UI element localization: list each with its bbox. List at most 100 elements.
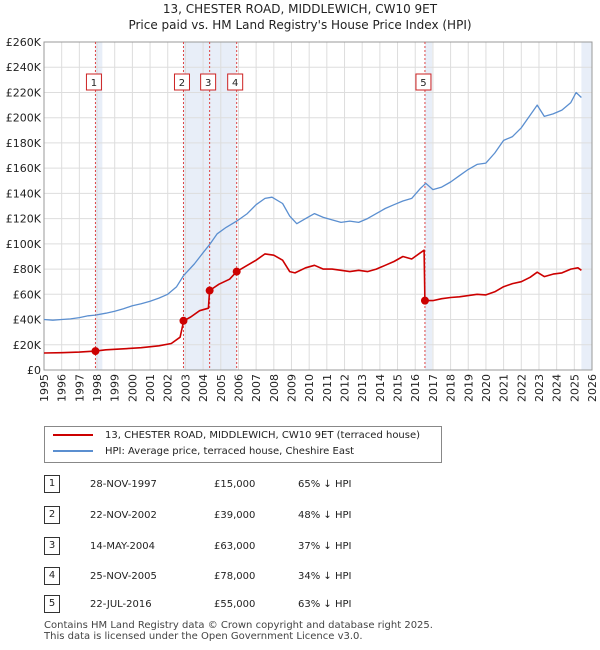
transaction-marker-box [200,73,217,91]
y-tick-label: £180K [6,137,42,150]
x-tick-label: 1995 [38,374,51,402]
x-tick-label: 2021 [498,374,511,402]
y-tick-label: £120K [6,213,42,226]
transaction-hpi: 63% ↓ HPI [298,599,352,610]
sale-point [91,347,100,356]
shaded-range [424,42,433,370]
plot-frame [43,41,593,371]
transaction-marker-label: 1 [91,78,97,89]
x-tick-label: 2025 [568,374,581,402]
x-tick-label: 2024 [551,374,564,402]
transaction-marker-box [227,73,244,91]
transaction-date: 22-NOV-2002 [90,510,157,521]
y-tick-label: £80K [13,263,42,276]
shaded-range [581,42,592,370]
legend: 13, CHESTER ROAD, MIDDLEWICH, CW10 9ET (… [44,426,442,463]
transaction-date: 28-NOV-1997 [90,479,157,490]
transaction-marker-box [415,73,432,91]
transaction-hpi: 37% ↓ HPI [298,541,352,552]
transaction-price: £78,000 [214,571,256,582]
transaction-marker-label: 5 [420,78,426,89]
x-tick-label: 2015 [392,374,405,402]
transaction-price: £63,000 [214,541,256,552]
transaction-date: 25-NOV-2005 [90,571,157,582]
transaction-hpi: 34% ↓ HPI [298,571,352,582]
y-tick-label: £40K [13,314,42,327]
y-tick-label: £20K [13,339,42,352]
transaction-number: 3 [44,537,60,555]
transaction-number: 1 [44,475,60,493]
transaction-price: £55,000 [214,599,256,610]
plot-area [44,42,592,370]
x-tick-label: 2016 [409,374,422,402]
x-tick-label: 2008 [268,374,281,402]
shaded-range [95,42,103,370]
transaction-date: 14-MAY-2004 [90,541,156,552]
x-tick-label: 2002 [162,374,175,402]
transaction-marker-label: 3 [205,78,211,89]
x-tick-label: 2000 [126,374,139,402]
y-tick-label: £220K [6,86,42,99]
x-tick-label: 1996 [56,374,69,402]
x-tick-label: 2022 [515,374,528,402]
legend-swatch-property [53,434,93,436]
transaction-number: 5 [44,595,60,613]
sale-point [420,296,429,305]
price-chart: £0 £20K £40K £60K £80K £100K £120K £140K £160K £1… [6,36,599,402]
legend-label-hpi: HPI: Average price, terraced house, Ches… [105,446,355,457]
transaction-date: 22-JUL-2016 [90,599,152,610]
y-tick-label: £0 [27,364,41,377]
transaction-hpi: 65% ↓ HPI [298,479,352,490]
transaction-number: 4 [44,567,60,585]
x-tick-label: 2026 [586,374,599,402]
sale-point [179,316,188,325]
transaction-marker-label: 2 [179,78,185,89]
x-tick-label: 2013 [356,374,369,402]
transaction-hpi: 48% ↓ HPI [298,510,352,521]
hpi-series-line [43,91,582,321]
transaction-marker-box [173,73,190,91]
y-tick-label: £200K [6,112,42,125]
sale-point [232,267,241,276]
x-tick-label: 2006 [232,374,245,402]
y-tick-label: £260K [6,36,42,49]
x-tick-label: 2001 [144,374,157,402]
x-tick-label: 2012 [339,374,352,402]
x-tick-label: 2014 [374,374,387,402]
legend-item-property: 13, CHESTER ROAD, MIDDLEWICH, CW10 9ET (… [53,428,420,444]
transaction-marker-box [85,73,102,91]
x-tick-label: 2007 [250,374,263,402]
x-tick-label: 1997 [73,374,86,402]
footer-license: This data is licensed under the Open Gov… [44,631,363,642]
transaction-number: 2 [44,506,60,524]
sale-point [205,286,214,295]
x-tick-label: 2018 [445,374,458,402]
transaction-marker-label: 4 [232,78,238,89]
x-tick-label: 2023 [533,374,546,402]
x-tick-label: 1999 [109,374,122,402]
x-tick-label: 2017 [427,374,440,402]
transaction-price: £15,000 [214,479,256,490]
x-tick-label: 2011 [321,374,334,402]
x-tick-label: 2010 [303,374,316,402]
y-tick-label: £100K [6,238,42,251]
x-tick-label: 2004 [197,374,210,402]
legend-swatch-hpi [53,450,93,452]
y-tick-label: £140K [6,187,42,200]
x-tick-label: 2009 [285,374,298,402]
y-tick-label: £240K [6,61,42,74]
legend-label-property: 13, CHESTER ROAD, MIDDLEWICH, CW10 9ET (… [105,430,421,441]
x-tick-label: 2003 [179,374,192,402]
footer: Contains HM Land Registry data © Crown c… [44,620,433,642]
y-tick-label: £60K [13,288,42,301]
x-tick-label: 1998 [91,374,104,402]
transaction-price: £39,000 [214,510,256,521]
y-tick-label: £160K [6,162,42,175]
chart-subtitle: Price paid vs. HM Land Registry's House … [128,18,472,32]
x-tick-label: 2019 [462,374,475,402]
chart-title: 13, CHESTER ROAD, MIDDLEWICH, CW10 9ET [162,2,438,16]
x-tick-label: 2020 [480,374,493,402]
x-tick-label: 2005 [215,374,228,402]
legend-item-hpi: HPI: Average price, terraced house, Ches… [53,444,354,460]
footer-copyright: Contains HM Land Registry data © Crown c… [44,620,433,631]
